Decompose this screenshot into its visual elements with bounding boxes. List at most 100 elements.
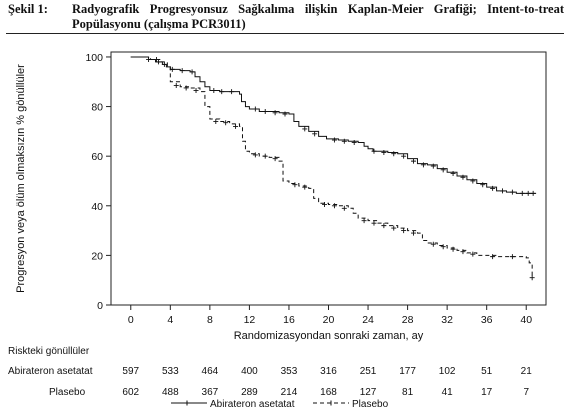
censor-mark [401,228,407,234]
risk-count: 7 [523,387,529,398]
x-tick-label: 40 [520,314,532,326]
censor-mark [223,120,229,126]
censor-mark [440,167,446,173]
censor-mark [430,163,436,169]
censor-mark [213,118,219,124]
censor-mark [509,254,515,260]
caption-rule [6,33,564,34]
y-tick-label: 40 [91,201,103,213]
censor-mark [272,156,278,162]
censor-mark [211,87,217,93]
x-tick-label: 36 [481,314,493,326]
censor-mark [460,249,466,255]
censor-mark [331,137,337,143]
y-axis-label: Progresyon veya ölüm olmaksızın % gönüll… [15,64,27,293]
x-axis-label: Randomizasyondan sonraki zaman, ay [234,330,424,342]
figure-number: Şekil 1: [8,2,48,16]
risk-count: 17 [481,387,493,398]
censor-mark [302,184,308,190]
censor-mark [519,190,525,196]
series-line-plasebo [130,56,533,278]
censor-mark [530,190,536,196]
risk-count: 214 [281,387,298,398]
legend-label-plasebo: Plasebo [352,399,389,407]
risk-count: 51 [481,366,493,377]
censor-mark [371,148,377,154]
censor-mark [233,123,239,129]
x-tick-label: 8 [207,314,213,326]
censor-mark [450,246,456,252]
legend-label-abirateron: Abirateron asetatat [210,399,295,407]
censor-mark [155,59,161,65]
censor-mark [351,140,357,146]
censor-mark [312,131,318,137]
figure-title: Radyografik Progresyonsuz Sağkalıma iliş… [72,2,564,31]
censor-mark [272,110,278,116]
censor-mark [262,153,268,159]
censor-mark [282,111,288,117]
censor-mark [331,203,337,209]
censor-mark [371,220,377,226]
censor-mark [183,85,189,91]
censor-mark [292,182,298,188]
risk-count: 488 [162,387,179,398]
censor-mark [252,152,258,158]
risk-row-label: Abirateron asetatat [8,366,93,377]
risk-count: 81 [402,387,414,398]
risk-count: 168 [320,387,337,398]
risk-count: 597 [122,366,139,377]
risk-row-label: Plasebo [49,387,86,398]
risk-count: 316 [320,366,337,377]
risk-count: 602 [122,387,139,398]
censor-mark [161,61,167,67]
censor-mark [262,109,268,115]
x-tick-label: 16 [283,314,295,326]
censor-mark [361,218,367,224]
censor-mark [460,174,466,180]
x-tick-label: 0 [128,314,134,326]
risk-count: 41 [442,387,454,398]
censor-mark [302,126,308,132]
censor-mark [193,87,199,93]
censor-mark [381,149,387,155]
censor-mark [420,162,426,168]
censor-mark [179,68,185,74]
censor-mark [470,251,476,257]
censor-mark [411,230,417,236]
censor-mark [173,82,179,88]
y-tick-label: 100 [85,52,103,64]
censor-mark [381,223,387,229]
censor-mark [490,254,496,260]
risk-count: 102 [439,366,456,377]
plot-frame [110,51,547,306]
censor-mark [189,69,195,75]
censor-mark [529,275,535,281]
censor-mark [509,189,515,195]
x-tick-label: 28 [402,314,414,326]
y-tick-label: 0 [97,300,103,312]
censor-mark [391,151,397,157]
x-tick-label: 32 [441,314,453,326]
censor-mark [470,178,476,184]
risk-count: 367 [202,387,219,398]
censor-mark [322,202,328,208]
x-tick-label: 4 [167,314,173,326]
x-tick-label: 24 [362,314,374,326]
censor-mark [450,171,456,177]
censor-mark [490,185,496,191]
risk-count: 464 [202,366,219,377]
y-tick-label: 20 [91,250,103,262]
x-tick-label: 12 [244,314,256,326]
censor-mark [411,158,417,164]
x-tick-label: 20 [323,314,335,326]
censor-mark [440,244,446,250]
risk-table-title: Riskteki gönüllüler [8,346,90,357]
censor-mark [219,89,225,95]
censor-mark [146,56,152,62]
censor-mark [525,190,531,196]
y-tick-label: 60 [91,151,103,163]
series-line-abirateron [130,56,537,194]
risk-count: 251 [360,366,377,377]
risk-count: 21 [521,366,533,377]
